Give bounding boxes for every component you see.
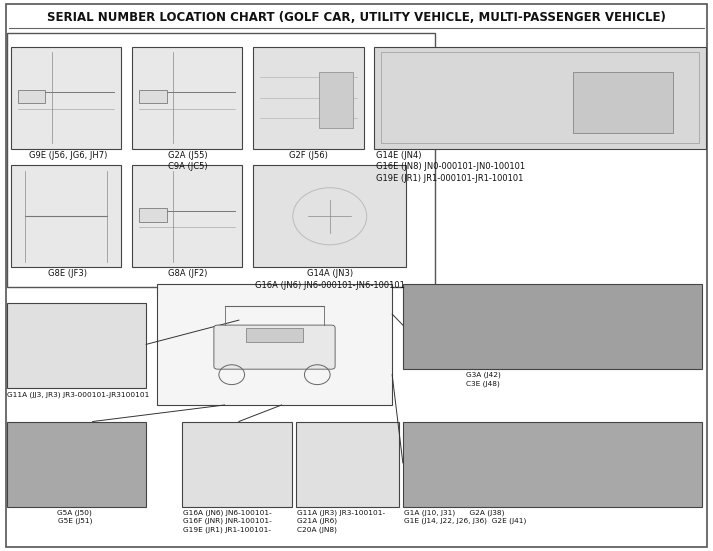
Bar — [296, 422, 399, 507]
Bar — [253, 47, 364, 149]
Text: G9E (J56, JG6, JH7): G9E (J56, JG6, JH7) — [29, 151, 107, 160]
Bar — [246, 328, 303, 342]
Bar — [132, 165, 242, 267]
Text: G14E (JN4)
G16E (JN8) JN0-000101-JN0-100101
G19E (JR1) JR1-000101-JR1-100101: G14E (JN4) G16E (JN8) JN0-000101-JN0-100… — [376, 151, 525, 183]
Bar — [132, 47, 242, 149]
Bar — [18, 89, 46, 104]
Bar — [157, 284, 392, 405]
Bar — [11, 47, 121, 149]
Text: G2F (J56): G2F (J56) — [289, 151, 328, 160]
Text: G3A (J42)
C3E (J48): G3A (J42) C3E (J48) — [466, 372, 501, 387]
Text: G11A (JJ3, JR3) JR3-000101-JR3100101: G11A (JJ3, JR3) JR3-000101-JR3100101 — [7, 391, 150, 398]
Text: G2A (J55)
C9A (JC5): G2A (J55) C9A (JC5) — [168, 151, 207, 171]
Text: G8E (JF3): G8E (JF3) — [48, 269, 87, 278]
Text: G1A (J10, J31)      G2A (J38)
G1E (J14, J22, J26, J36)  G2E (J41): G1A (J10, J31) G2A (J38) G1E (J14, J22, … — [404, 510, 527, 525]
FancyBboxPatch shape — [214, 325, 335, 369]
Text: G16A (JN6) JN6-100101-
G16F (JNR) JNR-100101-
G19E (JR1) JR1-100101-: G16A (JN6) JN6-100101- G16F (JNR) JNR-10… — [183, 510, 271, 533]
Bar — [139, 208, 167, 222]
Bar — [319, 72, 352, 128]
Bar — [253, 165, 406, 267]
Bar — [403, 422, 702, 507]
Text: SERIAL NUMBER LOCATION CHART (GOLF CAR, UTILITY VEHICLE, MULTI-PASSENGER VEHICLE: SERIAL NUMBER LOCATION CHART (GOLF CAR, … — [47, 11, 666, 24]
Bar — [182, 422, 292, 507]
Bar — [374, 47, 706, 149]
Bar — [11, 165, 121, 267]
Bar — [381, 52, 699, 143]
Text: G5A (J50)
G5E (J51): G5A (J50) G5E (J51) — [58, 510, 92, 525]
Bar — [139, 89, 167, 104]
Bar — [573, 72, 673, 133]
Text: G11A (JR3) JR3-100101-
G21A (JR6)
C20A (JN8): G11A (JR3) JR3-100101- G21A (JR6) C20A (… — [297, 510, 385, 533]
Text: G8A (JF2): G8A (JF2) — [168, 269, 207, 278]
Text: G14A (JN3)
G16A (JN6) JN6-000101-JN6-100101: G14A (JN3) G16A (JN6) JN6-000101-JN6-100… — [255, 269, 405, 290]
Bar — [7, 422, 146, 507]
Bar — [403, 284, 702, 369]
Bar — [7, 33, 435, 287]
Bar — [7, 303, 146, 388]
